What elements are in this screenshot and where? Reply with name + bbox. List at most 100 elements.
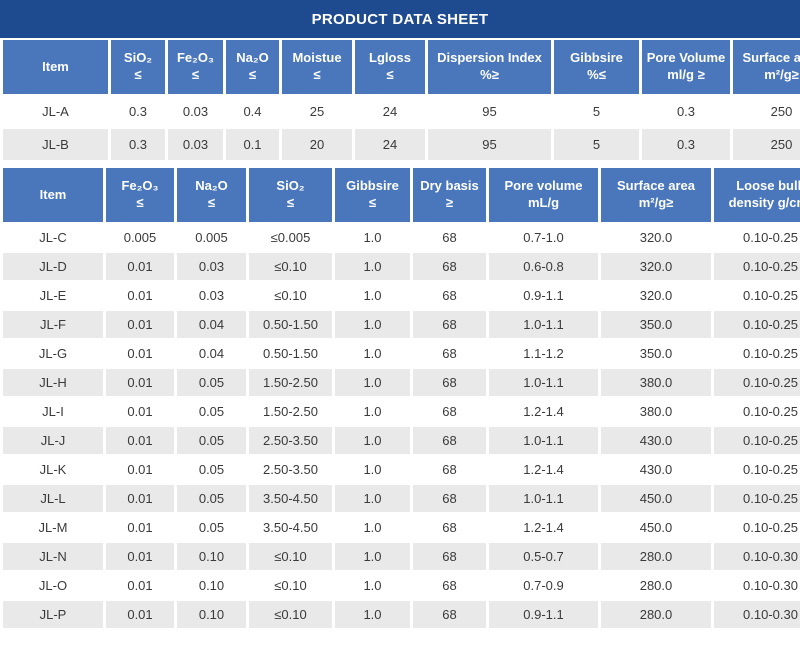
value-cell: ≤0.005 bbox=[249, 224, 332, 251]
header-lgloss: Lgloss ≤ bbox=[355, 40, 425, 94]
value-cell: 68 bbox=[413, 427, 486, 454]
value-cell: 1.0 bbox=[335, 253, 410, 280]
value-cell: 68 bbox=[413, 282, 486, 309]
value-cell: 68 bbox=[413, 253, 486, 280]
value-cell: 1.0 bbox=[335, 456, 410, 483]
value-cell: 280.0 bbox=[601, 572, 711, 599]
value-cell: 1.0 bbox=[335, 427, 410, 454]
value-cell: 1.0 bbox=[335, 543, 410, 570]
table-row-jl-e: JL-E 0.01 0.03 ≤0.10 1.0 68 0.9-1.1 320.… bbox=[3, 282, 800, 309]
value-cell: 0.01 bbox=[106, 427, 174, 454]
value-cell: 0.4 bbox=[226, 96, 279, 127]
item-cell: JL-D bbox=[3, 253, 103, 280]
table-row-jl-k: JL-K 0.01 0.05 2.50-3.50 1.0 68 1.2-1.4 … bbox=[3, 456, 800, 483]
value-cell: 0.03 bbox=[177, 282, 246, 309]
value-cell: 0.1 bbox=[226, 129, 279, 160]
value-cell: ≤0.10 bbox=[249, 543, 332, 570]
value-cell: 0.3 bbox=[111, 129, 165, 160]
value-cell: 450.0 bbox=[601, 485, 711, 512]
value-cell: 0.10-0.25 bbox=[714, 427, 800, 454]
value-cell: 1.1-1.2 bbox=[489, 340, 598, 367]
value-cell: 430.0 bbox=[601, 456, 711, 483]
table-row-jl-i: JL-I 0.01 0.05 1.50-2.50 1.0 68 1.2-1.4 … bbox=[3, 398, 800, 425]
value-cell: 350.0 bbox=[601, 311, 711, 338]
value-cell: 1.0-1.1 bbox=[489, 485, 598, 512]
value-cell: 280.0 bbox=[601, 601, 711, 628]
value-cell: 20 bbox=[282, 129, 352, 160]
value-cell: 1.50-2.50 bbox=[249, 398, 332, 425]
value-cell: ≤0.10 bbox=[249, 282, 332, 309]
value-cell: 5 bbox=[554, 96, 639, 127]
value-cell: 0.10-0.25 bbox=[714, 369, 800, 396]
header-surface-area: Surface area m²/g≥ bbox=[733, 40, 800, 94]
value-cell: 3.50-4.50 bbox=[249, 514, 332, 541]
value-cell: 1.2-1.4 bbox=[489, 514, 598, 541]
value-cell: 1.0 bbox=[335, 572, 410, 599]
value-cell: 0.01 bbox=[106, 398, 174, 425]
value-cell: 68 bbox=[413, 398, 486, 425]
value-cell: ≤0.10 bbox=[249, 253, 332, 280]
header-sio2: SiO₂ ≤ bbox=[249, 168, 332, 222]
value-cell: 430.0 bbox=[601, 427, 711, 454]
value-cell: 0.05 bbox=[177, 485, 246, 512]
value-cell: 0.01 bbox=[106, 253, 174, 280]
value-cell: 0.10-0.25 bbox=[714, 224, 800, 251]
table-row-jl-l: JL-L 0.01 0.05 3.50-4.50 1.0 68 1.0-1.1 … bbox=[3, 485, 800, 512]
value-cell: 0.10-0.30 bbox=[714, 601, 800, 628]
product-data-sheet: PRODUCT DATA SHEET Item SiO₂ ≤ Fe₂O₃ ≤ N… bbox=[0, 0, 800, 630]
item-cell: JL-C bbox=[3, 224, 103, 251]
item-cell: JL-E bbox=[3, 282, 103, 309]
table-row-jl-d: JL-D 0.01 0.03 ≤0.10 1.0 68 0.6-0.8 320.… bbox=[3, 253, 800, 280]
value-cell: 0.10 bbox=[177, 601, 246, 628]
header-item: Item bbox=[3, 40, 108, 94]
value-cell: 450.0 bbox=[601, 514, 711, 541]
value-cell: 320.0 bbox=[601, 282, 711, 309]
value-cell: 0.04 bbox=[177, 311, 246, 338]
value-cell: 1.0-1.1 bbox=[489, 369, 598, 396]
item-cell: JL-M bbox=[3, 514, 103, 541]
header-surface-area: Surface area m²/g≥ bbox=[601, 168, 711, 222]
value-cell: 5 bbox=[554, 129, 639, 160]
table-row-jl-f: JL-F 0.01 0.04 0.50-1.50 1.0 68 1.0-1.1 … bbox=[3, 311, 800, 338]
header-item: Item bbox=[3, 168, 103, 222]
value-cell: 1.0 bbox=[335, 398, 410, 425]
value-cell: 2.50-3.50 bbox=[249, 427, 332, 454]
header-loose-bulk-density: Loose bulk density g/cm³ bbox=[714, 168, 800, 222]
value-cell: 1.0 bbox=[335, 369, 410, 396]
value-cell: 68 bbox=[413, 543, 486, 570]
header-na2o: Na₂O ≤ bbox=[226, 40, 279, 94]
value-cell: 0.01 bbox=[106, 340, 174, 367]
value-cell: 68 bbox=[413, 224, 486, 251]
value-cell: 3.50-4.50 bbox=[249, 485, 332, 512]
value-cell: 68 bbox=[413, 340, 486, 367]
value-cell: 1.0-1.1 bbox=[489, 427, 598, 454]
value-cell: 0.03 bbox=[177, 253, 246, 280]
value-cell: 0.10-0.30 bbox=[714, 572, 800, 599]
value-cell: 24 bbox=[355, 96, 425, 127]
value-cell: 0.9-1.1 bbox=[489, 601, 598, 628]
value-cell: 1.0 bbox=[335, 485, 410, 512]
item-cell: JL-I bbox=[3, 398, 103, 425]
value-cell: 0.05 bbox=[177, 427, 246, 454]
value-cell: 0.10-0.25 bbox=[714, 253, 800, 280]
value-cell: 2.50-3.50 bbox=[249, 456, 332, 483]
item-cell: JL-P bbox=[3, 601, 103, 628]
value-cell: 0.10-0.30 bbox=[714, 543, 800, 570]
value-cell: 95 bbox=[428, 129, 551, 160]
value-cell: 0.10-0.25 bbox=[714, 485, 800, 512]
item-cell: JL-G bbox=[3, 340, 103, 367]
value-cell: 0.50-1.50 bbox=[249, 311, 332, 338]
value-cell: 0.05 bbox=[177, 369, 246, 396]
table-row-jl-m: JL-M 0.01 0.05 3.50-4.50 1.0 68 1.2-1.4 … bbox=[3, 514, 800, 541]
value-cell: 0.7-1.0 bbox=[489, 224, 598, 251]
spec-table-2: Item Fe₂O₃ ≤ Na₂O ≤ SiO₂ ≤ Gibbsire ≤ Dr… bbox=[0, 166, 800, 630]
value-cell: 0.01 bbox=[106, 456, 174, 483]
item-cell: JL-A bbox=[3, 96, 108, 127]
item-cell: JL-L bbox=[3, 485, 103, 512]
value-cell: 68 bbox=[413, 485, 486, 512]
value-cell: 0.9-1.1 bbox=[489, 282, 598, 309]
value-cell: 0.10-0.25 bbox=[714, 398, 800, 425]
value-cell: 0.01 bbox=[106, 572, 174, 599]
value-cell: 0.01 bbox=[106, 485, 174, 512]
value-cell: 0.05 bbox=[177, 456, 246, 483]
